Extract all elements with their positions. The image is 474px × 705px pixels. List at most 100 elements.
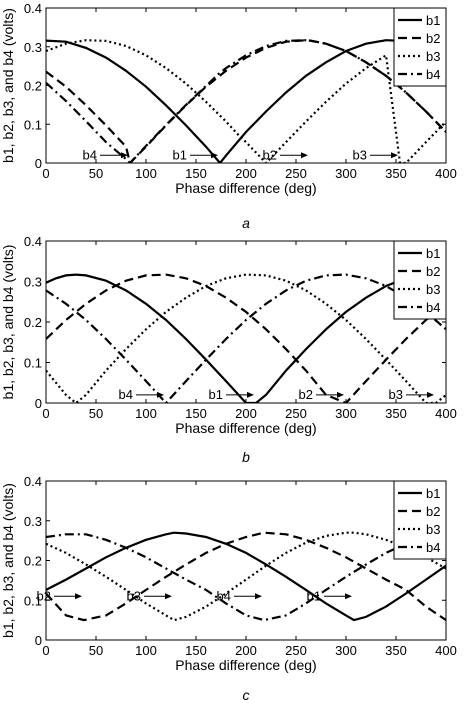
y-tick-label: 0.2	[24, 79, 42, 94]
x-axis-label: Phase difference (deg)	[175, 420, 316, 436]
annotation-b3: b3	[353, 147, 367, 162]
annotation-b3: b3	[127, 588, 141, 603]
y-axis-label: b1, b2, b3, and b4 (volts)	[0, 8, 16, 163]
annotation-arrowhead	[427, 391, 434, 398]
legend: b1 b2 b3 b4	[393, 480, 447, 560]
panel-label: b	[242, 449, 250, 465]
x-tick-label: 250	[285, 643, 307, 658]
x-tick-label: 50	[89, 643, 103, 658]
series-line-b3	[46, 531, 446, 622]
x-tick-label: 150	[185, 406, 207, 421]
legend: b1 b2 b3 b4	[393, 240, 447, 320]
series-line-b2	[46, 39, 446, 163]
x-tick-label: 0	[42, 406, 49, 421]
x-tick-label: 150	[185, 166, 207, 181]
x-tick-label: 400	[435, 406, 457, 421]
plot-frame	[45, 240, 447, 404]
series-line-b1	[46, 39, 446, 163]
y-tick-label: 0.2	[24, 315, 42, 330]
y-tick-label: 0.3	[24, 40, 42, 55]
x-tick-label: 100	[135, 643, 157, 658]
annotation-b1: b1	[307, 588, 321, 603]
y-tick-label: 0.1	[24, 593, 42, 608]
series-line-b4	[46, 39, 446, 163]
panel-label: c	[243, 687, 250, 703]
annotation-arrowhead	[255, 593, 262, 600]
legend-label-b1: b1	[426, 486, 440, 501]
y-tick-label: 0.1	[24, 356, 42, 371]
legend-label-b2: b2	[426, 264, 440, 279]
legend-label-b2: b2	[426, 31, 440, 46]
x-tick-label: 300	[335, 166, 357, 181]
y-tick-label: 0.3	[24, 275, 42, 290]
legend: b1 b2 b3 b4	[393, 7, 447, 87]
annotation-arrowhead	[165, 593, 172, 600]
x-tick-label: 50	[89, 166, 103, 181]
annotation-arrowhead	[391, 152, 398, 159]
annotation-b1: b1	[209, 387, 223, 402]
series-line-b2	[46, 531, 446, 622]
legend-label-b3: b3	[426, 49, 440, 64]
legend-label-b1: b1	[426, 13, 440, 28]
series-line-b4	[46, 531, 446, 622]
x-tick-label: 350	[385, 406, 407, 421]
x-tick-label: 250	[285, 166, 307, 181]
x-tick-label: 300	[335, 406, 357, 421]
x-tick-label: 100	[135, 406, 157, 421]
x-axis-label: Phase difference (deg)	[175, 180, 316, 196]
x-tick-label: 150	[185, 643, 207, 658]
chart-panel-a: 0 50 100 150 200 250 300 350 400 0 0.1 0.2 0.3 0.4 Pha…	[0, 1, 457, 231]
annotation-arrowhead	[211, 152, 218, 159]
series-line-b4	[46, 273, 446, 403]
x-tick-label: 0	[42, 166, 49, 181]
x-tick-label: 350	[385, 166, 407, 181]
annotation-arrowhead	[121, 152, 128, 159]
annotation-b4: b4	[119, 387, 133, 402]
annotation-b2: b2	[37, 588, 51, 603]
x-tick-label: 200	[235, 643, 257, 658]
y-axis-label: b1, b2, b3, and b4 (volts)	[0, 483, 16, 638]
legend-label-b1: b1	[426, 246, 440, 261]
annotation-arrowhead	[157, 391, 164, 398]
annotation-b4: b4	[83, 147, 97, 162]
y-tick-label: 0.4	[24, 234, 42, 249]
y-tick-label: 0.4	[24, 1, 42, 16]
legend-label-b4: b4	[426, 67, 440, 82]
annotation-b4: b4	[217, 588, 231, 603]
x-tick-label: 250	[285, 406, 307, 421]
plot-frame	[45, 7, 447, 164]
x-tick-label: 400	[435, 166, 457, 181]
chart-panel-b: 0 50 100 150 200 250 300 350 400 0 0.1 0.2 0.3 0.4 Pha…	[0, 234, 457, 465]
annotation-b2: b2	[299, 387, 313, 402]
series-line-b1	[46, 531, 446, 622]
annotation-arrowhead	[75, 593, 82, 600]
x-axis-label: Phase difference (deg)	[175, 657, 316, 673]
chart-panel-c: 0 50 100 150 200 250 300 350 400 0 0.1 0.2 0.3 0.4 Pha…	[0, 474, 457, 703]
y-tick-label: 0.4	[24, 474, 42, 489]
y-tick-label: 0.2	[24, 554, 42, 569]
y-tick-label: 0	[35, 633, 42, 648]
legend-label-b4: b4	[426, 540, 440, 555]
x-tick-label: 300	[335, 643, 357, 658]
y-tick-label: 0.3	[24, 514, 42, 529]
series-line-b3	[46, 39, 446, 163]
x-tick-label: 0	[42, 643, 49, 658]
series-line-b1	[46, 273, 446, 403]
annotation-arrowhead	[247, 391, 254, 398]
annotation-b1: b1	[173, 147, 187, 162]
y-tick-label: 0	[35, 396, 42, 411]
annotation-b2: b2	[263, 147, 277, 162]
series-line-b2	[46, 273, 446, 403]
legend-label-b2: b2	[426, 504, 440, 519]
x-tick-label: 200	[235, 166, 257, 181]
y-tick-label: 0.1	[24, 117, 42, 132]
x-tick-label: 200	[235, 406, 257, 421]
legend-label-b3: b3	[426, 282, 440, 297]
legend-label-b3: b3	[426, 522, 440, 537]
x-tick-label: 50	[89, 406, 103, 421]
series-line-b3	[46, 273, 446, 403]
panel-label: a	[242, 215, 250, 231]
x-tick-label: 400	[435, 643, 457, 658]
legend-label-b4: b4	[426, 300, 440, 315]
y-axis-label: b1, b2, b3, and b4 (volts)	[0, 245, 16, 400]
